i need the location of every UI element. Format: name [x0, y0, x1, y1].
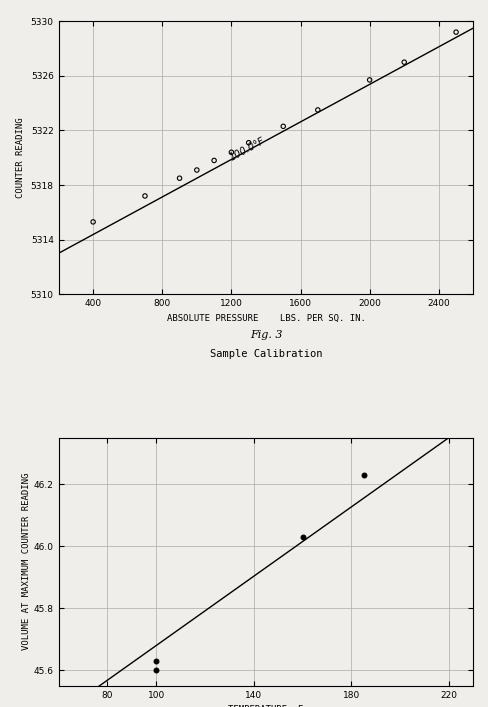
- Point: [152, 665, 160, 676]
- Point: [210, 155, 218, 166]
- Point: [452, 26, 460, 37]
- Text: Fig. 3: Fig. 3: [250, 329, 282, 339]
- Point: [141, 190, 149, 201]
- Point: [193, 164, 201, 175]
- Y-axis label: VOLUME AT MAXIMUM COUNTER READING: VOLUME AT MAXIMUM COUNTER READING: [22, 473, 31, 650]
- Point: [400, 57, 408, 68]
- Point: [227, 146, 235, 158]
- Y-axis label: COUNTER READING: COUNTER READING: [16, 117, 25, 198]
- Point: [176, 173, 183, 184]
- Text: 100.0°F: 100.0°F: [228, 136, 267, 163]
- Point: [245, 137, 253, 148]
- Point: [360, 469, 367, 481]
- Point: [89, 216, 97, 228]
- Point: [299, 531, 306, 542]
- Text: Sample Calibration: Sample Calibration: [210, 349, 322, 359]
- Point: [152, 655, 160, 667]
- X-axis label: TEMPERATURE  F: TEMPERATURE F: [228, 705, 304, 707]
- Point: [279, 121, 287, 132]
- Point: [366, 74, 374, 86]
- Point: [314, 105, 322, 116]
- X-axis label: ABSOLUTE PRESSURE    LBS. PER SQ. IN.: ABSOLUTE PRESSURE LBS. PER SQ. IN.: [166, 314, 366, 322]
